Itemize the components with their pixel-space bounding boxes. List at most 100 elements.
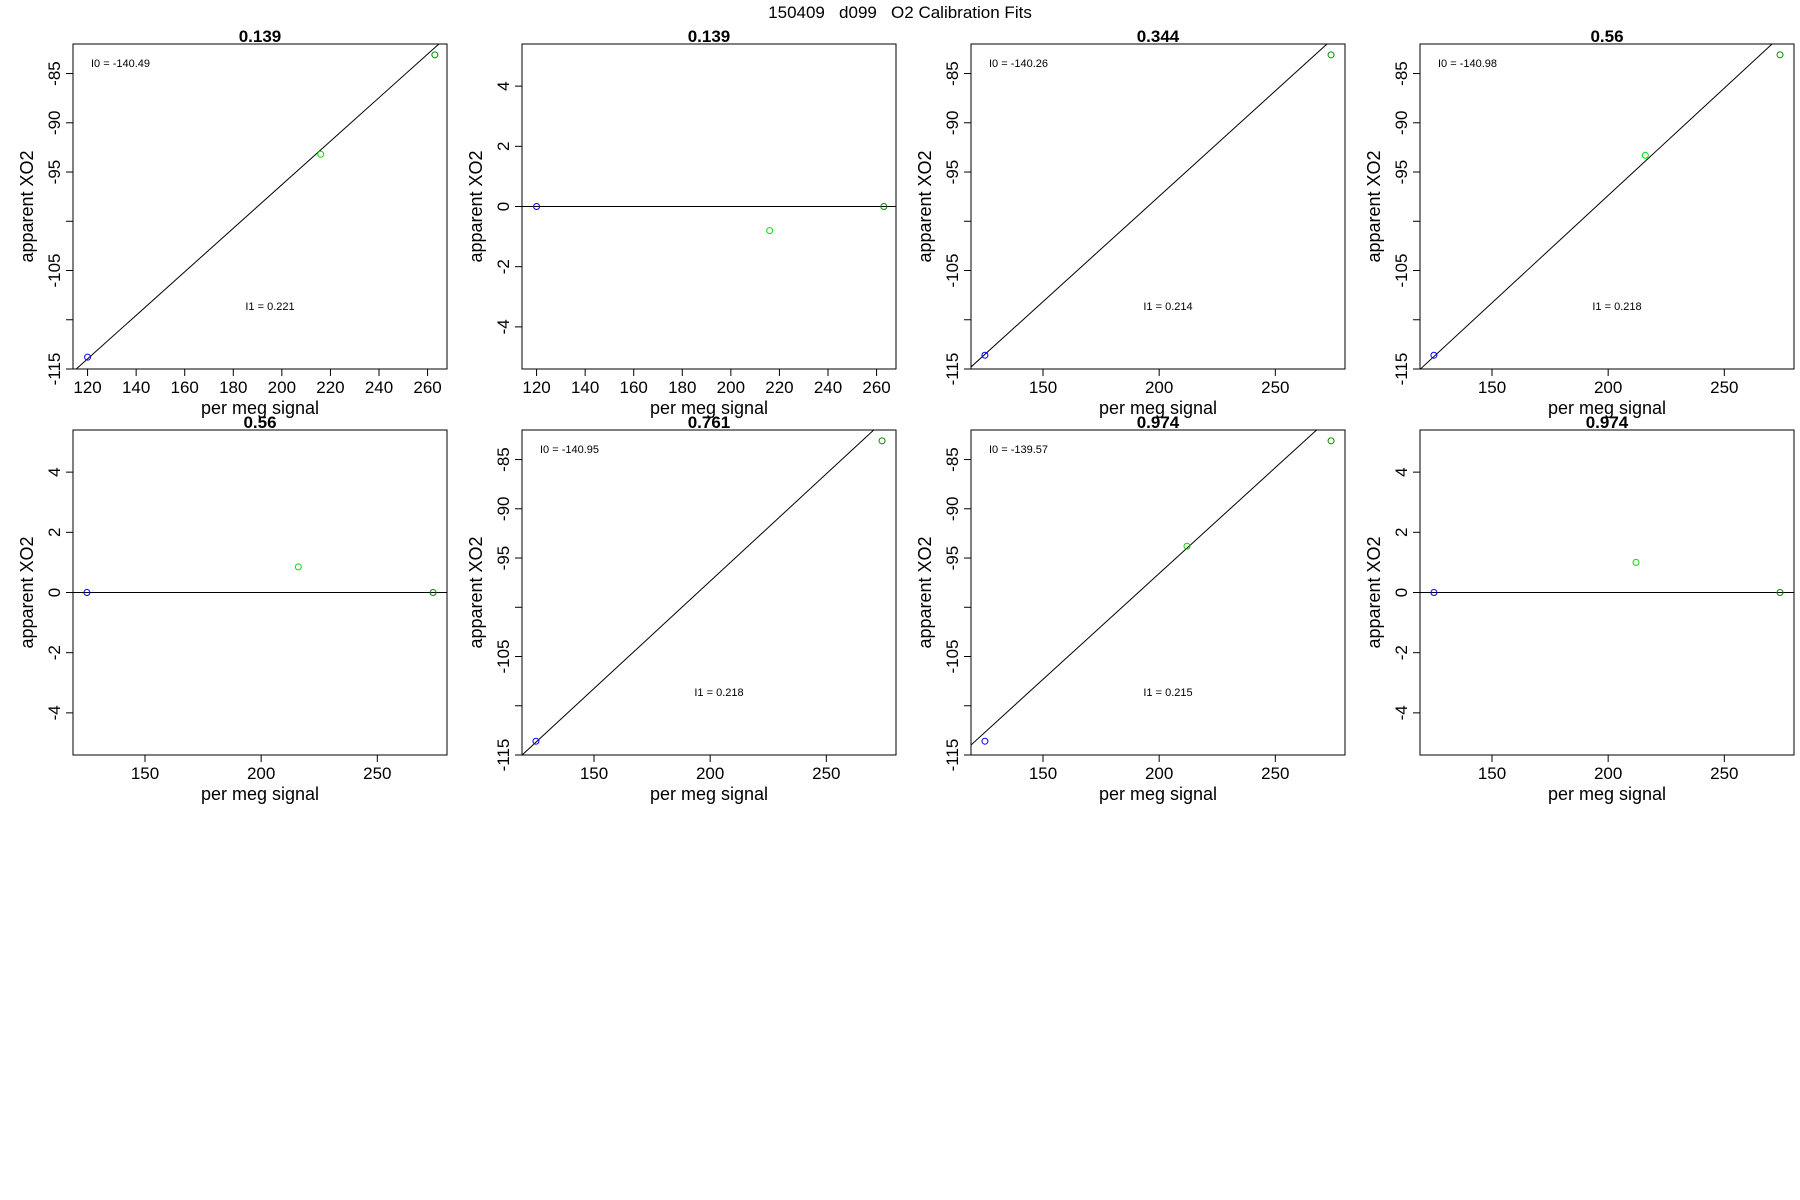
x-tick-label: 220 bbox=[765, 378, 793, 397]
data-point bbox=[1327, 437, 1335, 445]
panel-title: 0.974 bbox=[1137, 413, 1180, 432]
x-tick-label: 240 bbox=[814, 378, 842, 397]
data-point bbox=[294, 563, 302, 571]
annotation-intercept: I0 = -140.95 bbox=[540, 444, 599, 456]
y-axis-label: apparent XO2 bbox=[915, 150, 935, 262]
x-axis-label: per meg signal bbox=[201, 784, 319, 804]
x-tick-label: 160 bbox=[171, 378, 199, 397]
annotation-intercept: I0 = -140.26 bbox=[989, 58, 1048, 70]
data-point bbox=[1776, 589, 1784, 596]
y-tick-label: -105 bbox=[45, 253, 64, 287]
plot-frame bbox=[970, 429, 1346, 756]
y-tick-label: -95 bbox=[45, 160, 64, 185]
y-tick-label: -95 bbox=[494, 546, 513, 571]
x-tick-label: 200 bbox=[268, 378, 296, 397]
y-tick-label: -105 bbox=[943, 253, 962, 287]
y-tick-label: -85 bbox=[1392, 61, 1411, 86]
y-tick-label: 4 bbox=[45, 467, 64, 476]
y-axis-label: apparent XO2 bbox=[17, 150, 37, 262]
panel-title: 0.56 bbox=[1590, 27, 1623, 46]
y-tick-label: -85 bbox=[943, 61, 962, 86]
y-tick-label: -90 bbox=[1392, 110, 1411, 135]
y-tick-label: -115 bbox=[943, 353, 962, 386]
fit-line bbox=[971, 44, 1328, 368]
y-tick-label: -115 bbox=[943, 739, 962, 772]
y-tick-label: -115 bbox=[494, 739, 513, 772]
y-tick-label: 2 bbox=[45, 528, 64, 537]
y-tick-label: -90 bbox=[943, 110, 962, 135]
annotation-intercept: I0 = -139.57 bbox=[989, 444, 1048, 456]
panel-title: 0.56 bbox=[243, 413, 276, 432]
x-axis-label: per meg signal bbox=[1548, 398, 1666, 418]
y-tick-label: -105 bbox=[494, 639, 513, 673]
y-tick-label: 0 bbox=[494, 202, 513, 211]
x-tick-label: 260 bbox=[413, 378, 441, 397]
x-tick-label: 150 bbox=[580, 764, 608, 783]
data-point bbox=[1430, 351, 1438, 359]
y-tick-label: 0 bbox=[45, 588, 64, 597]
annotation-slope: I1 = 0.218 bbox=[694, 687, 743, 699]
y-tick-label: -90 bbox=[45, 110, 64, 135]
y-axis-label: apparent XO2 bbox=[466, 536, 486, 648]
y-tick-label: -105 bbox=[1392, 253, 1411, 287]
y-tick-label: -95 bbox=[1392, 160, 1411, 185]
x-tick-label: 200 bbox=[247, 764, 275, 783]
annotation-slope: I1 = 0.218 bbox=[1592, 301, 1641, 313]
y-tick-label: 0 bbox=[1392, 588, 1411, 597]
x-tick-label: 250 bbox=[1710, 378, 1738, 397]
fit-line bbox=[971, 430, 1318, 746]
x-tick-label: 220 bbox=[316, 378, 344, 397]
x-tick-label: 260 bbox=[862, 378, 890, 397]
data-point bbox=[1776, 51, 1784, 59]
x-tick-label: 200 bbox=[696, 764, 724, 783]
x-tick-label: 150 bbox=[1478, 764, 1506, 783]
data-point bbox=[83, 589, 91, 596]
chart-panel-4: 0.56 150 200 250 per meg signal -115 -105 -95 -9… bbox=[1364, 27, 1795, 418]
data-point bbox=[981, 737, 989, 745]
y-tick-label: -105 bbox=[943, 639, 962, 673]
fit-line bbox=[75, 44, 440, 369]
y-axis-label: apparent XO2 bbox=[1364, 150, 1384, 262]
y-tick-label: 4 bbox=[1392, 467, 1411, 476]
x-tick-label: 120 bbox=[73, 378, 101, 397]
y-tick-label: -4 bbox=[494, 319, 513, 334]
y-axis-label: apparent XO2 bbox=[17, 536, 37, 648]
fit-line bbox=[522, 430, 875, 755]
x-tick-label: 250 bbox=[363, 764, 391, 783]
chart-panel-3: 0.344 150 200 250 per meg signal -115 -105 -95 -… bbox=[915, 27, 1346, 418]
x-tick-label: 200 bbox=[1145, 764, 1173, 783]
x-tick-label: 180 bbox=[219, 378, 247, 397]
x-tick-label: 200 bbox=[1145, 378, 1173, 397]
x-tick-label: 160 bbox=[620, 378, 648, 397]
x-tick-label: 150 bbox=[131, 764, 159, 783]
panel-title: 0.974 bbox=[1586, 413, 1629, 432]
y-axis-label: apparent XO2 bbox=[915, 536, 935, 648]
y-tick-label: 2 bbox=[494, 142, 513, 151]
y-tick-label: -115 bbox=[45, 353, 64, 386]
x-tick-label: 150 bbox=[1029, 764, 1057, 783]
y-axis-label: apparent XO2 bbox=[466, 150, 486, 262]
chart-panel-1: 0.139 120 140 160 180 200 220 240 260 per meg sig… bbox=[17, 27, 448, 418]
y-tick-label: -4 bbox=[1392, 705, 1411, 720]
data-point bbox=[533, 203, 541, 210]
x-tick-label: 200 bbox=[717, 378, 745, 397]
x-tick-label: 150 bbox=[1478, 378, 1506, 397]
data-point bbox=[880, 203, 888, 210]
panel-title: 0.139 bbox=[239, 27, 282, 46]
x-tick-label: 150 bbox=[1029, 378, 1057, 397]
x-tick-label: 240 bbox=[365, 378, 393, 397]
data-point bbox=[317, 150, 325, 158]
data-point bbox=[1327, 51, 1335, 59]
chart-panel-8: 0.974 150 200 250 per meg signal -4 -2 0 2 4 appar… bbox=[1364, 413, 1795, 804]
panel-title: 0.139 bbox=[688, 27, 731, 46]
y-tick-label: -85 bbox=[494, 447, 513, 472]
y-tick-label: 4 bbox=[494, 81, 513, 90]
data-point bbox=[84, 353, 92, 361]
plot-frame bbox=[72, 43, 448, 370]
y-tick-label: -95 bbox=[943, 160, 962, 185]
panel-title: 0.344 bbox=[1137, 27, 1180, 46]
data-point bbox=[981, 351, 989, 359]
x-axis-label: per meg signal bbox=[1099, 398, 1217, 418]
y-tick-label: -2 bbox=[45, 645, 64, 660]
